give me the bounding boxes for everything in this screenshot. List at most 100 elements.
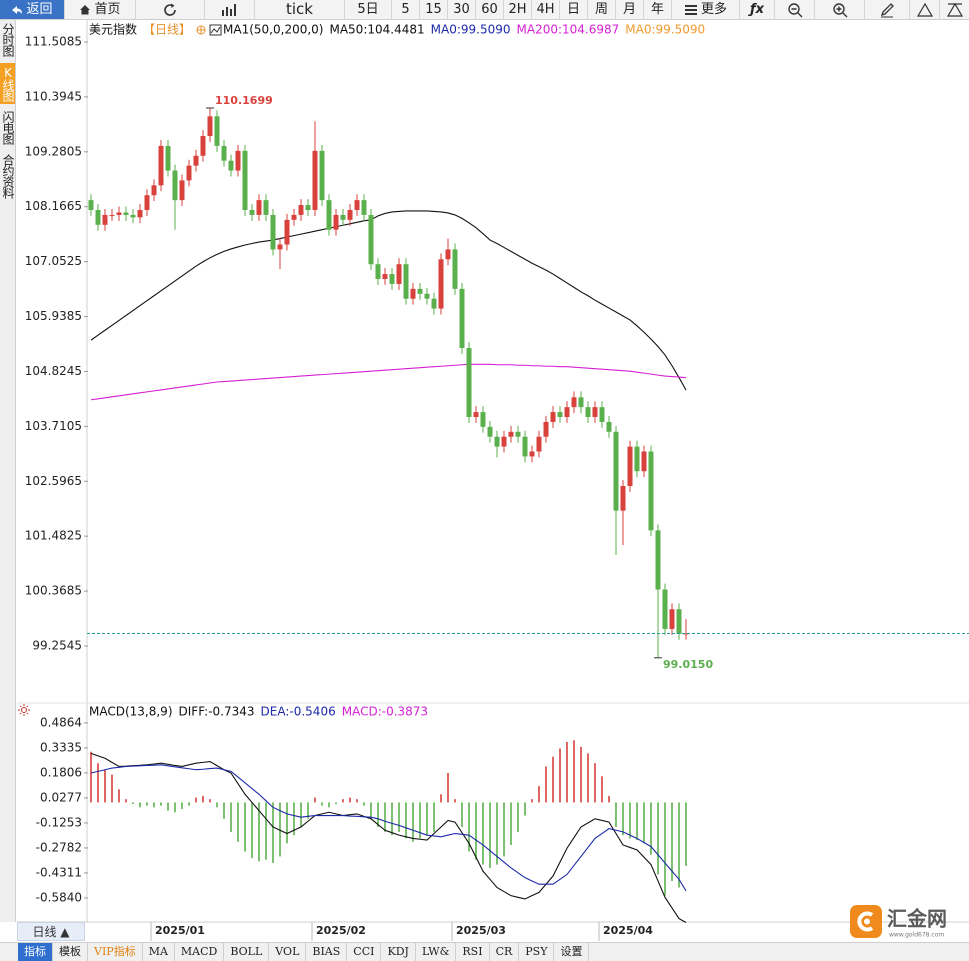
macd-bar <box>419 802 421 839</box>
candle-body <box>312 150 318 210</box>
macd-bar <box>349 797 351 803</box>
candle-body <box>669 609 675 629</box>
candle-body <box>634 446 640 472</box>
indicator-icon <box>209 24 222 36</box>
indicator-tab[interactable]: RSI <box>456 943 490 961</box>
y-tick-label: -0.1253 <box>36 815 82 829</box>
macd-bar <box>244 802 246 852</box>
candle-body <box>186 165 192 181</box>
macd-bar <box>503 802 505 857</box>
candle-body <box>263 200 269 215</box>
macd-bar <box>146 802 148 806</box>
back-button[interactable]: 返回 <box>0 0 65 19</box>
macd-bar <box>538 786 540 803</box>
formula-button[interactable]: ƒx <box>740 0 775 19</box>
macd-bar <box>629 802 631 839</box>
sidebar-tab[interactable]: 分时图 <box>1 23 15 56</box>
zoom-out-button[interactable] <box>775 0 815 19</box>
macd-bar <box>440 794 442 803</box>
candle-body <box>354 200 360 210</box>
home-label: 首页 <box>94 2 121 17</box>
y-tick-label: 0.1806 <box>40 765 82 779</box>
menu-icon <box>684 4 697 15</box>
period-button[interactable]: 月 <box>616 0 644 19</box>
macd-bar <box>321 802 323 806</box>
refresh-button[interactable] <box>136 0 205 19</box>
draw-button[interactable] <box>865 0 910 19</box>
period-button[interactable]: 周 <box>588 0 616 19</box>
indicator-tab[interactable]: CCI <box>347 943 382 961</box>
macd-bar <box>97 763 99 803</box>
period-button[interactable]: 5 <box>392 0 420 19</box>
candle-body <box>123 212 129 215</box>
macd-bar <box>594 763 596 803</box>
period-button[interactable]: 年 <box>644 0 672 19</box>
settings-icon <box>197 26 206 34</box>
macd-bar <box>643 802 645 844</box>
macd-bar <box>468 802 470 852</box>
more-button[interactable]: 更多 <box>672 0 740 19</box>
period-button[interactable]: 60 <box>476 0 504 19</box>
candle-body <box>389 274 395 284</box>
indicator-tab[interactable]: 设置 <box>554 943 590 961</box>
period-button[interactable]: 5日 <box>345 0 392 19</box>
candle-body <box>466 348 472 418</box>
period-tab[interactable]: 日线 ▲ <box>17 922 85 941</box>
macd-bar <box>496 802 498 865</box>
period-button[interactable]: 15 <box>420 0 448 19</box>
indicator-tab[interactable]: BIAS <box>306 943 348 961</box>
macd-bar <box>139 802 141 808</box>
macd-bar <box>608 795 610 803</box>
macd-bar <box>398 802 400 832</box>
bars-icon <box>221 3 236 16</box>
indicator-tab[interactable]: PSY <box>519 943 555 961</box>
candle-body <box>571 397 577 408</box>
indicator-tab[interactable]: BOLL <box>224 943 270 961</box>
indicator-tab[interactable]: VOL <box>269 943 307 961</box>
candle-body <box>326 200 332 230</box>
period-button[interactable]: 4H <box>532 0 560 19</box>
indicator-tabs: 指标 模板 VIP指标 MA MACD BOLL VOL BIAS CCI KDJ LW& RSI CR… <box>0 942 969 961</box>
period-button[interactable]: tick <box>255 0 345 19</box>
period-button[interactable]: 日 <box>560 0 588 19</box>
indicator-tab[interactable]: CR <box>490 943 520 961</box>
candle-body <box>627 446 633 487</box>
indicator-tab[interactable]: 模板 <box>53 943 88 961</box>
candle-body <box>242 150 248 210</box>
indicator-tab[interactable]: MACD <box>175 943 225 961</box>
x-tick-label: 2025/02 <box>316 924 366 937</box>
indicator-tab[interactable]: 指标 <box>18 943 53 961</box>
up-button[interactable] <box>910 0 940 19</box>
candle-body <box>487 426 493 437</box>
period-button[interactable]: 30 <box>448 0 476 19</box>
sidebar-tab[interactable]: K线图 <box>0 63 15 104</box>
candle-body <box>235 150 241 171</box>
macd-bar <box>650 802 652 855</box>
sidebar-tab[interactable]: 合约资料 <box>1 154 15 198</box>
macd-bar <box>552 756 554 803</box>
sidebar-tab[interactable]: 闪电图 <box>1 111 15 144</box>
indicator-tab[interactable]: LW& <box>416 943 457 961</box>
macd-bar <box>475 802 477 860</box>
legend-text: MA0:99.5090 <box>625 23 705 37</box>
macd-bar <box>370 802 372 819</box>
candle-body <box>158 145 164 186</box>
zoom-in-button[interactable] <box>815 0 865 19</box>
indicator-tab[interactable]: MA <box>143 943 175 961</box>
y-tick-label: 0.0277 <box>40 790 82 804</box>
candle-body <box>564 407 570 418</box>
period-button[interactable]: 2H <box>504 0 532 19</box>
home-button[interactable]: 首页 <box>65 0 136 19</box>
bars-button[interactable] <box>205 0 255 19</box>
candle-body <box>578 397 584 408</box>
down-button[interactable] <box>940 0 969 19</box>
candle-body <box>599 407 605 422</box>
candle-body <box>165 145 171 171</box>
indicator-tab[interactable]: KDJ <box>381 943 416 961</box>
indicator-tab[interactable]: VIP指标 <box>88 943 143 961</box>
macd-bar <box>174 802 176 813</box>
candle-body <box>277 244 283 250</box>
toolbar: 返回 首页 tick 5日 5 15 30 60 2H 4H 日周月年 更多 ƒx <box>0 0 969 20</box>
